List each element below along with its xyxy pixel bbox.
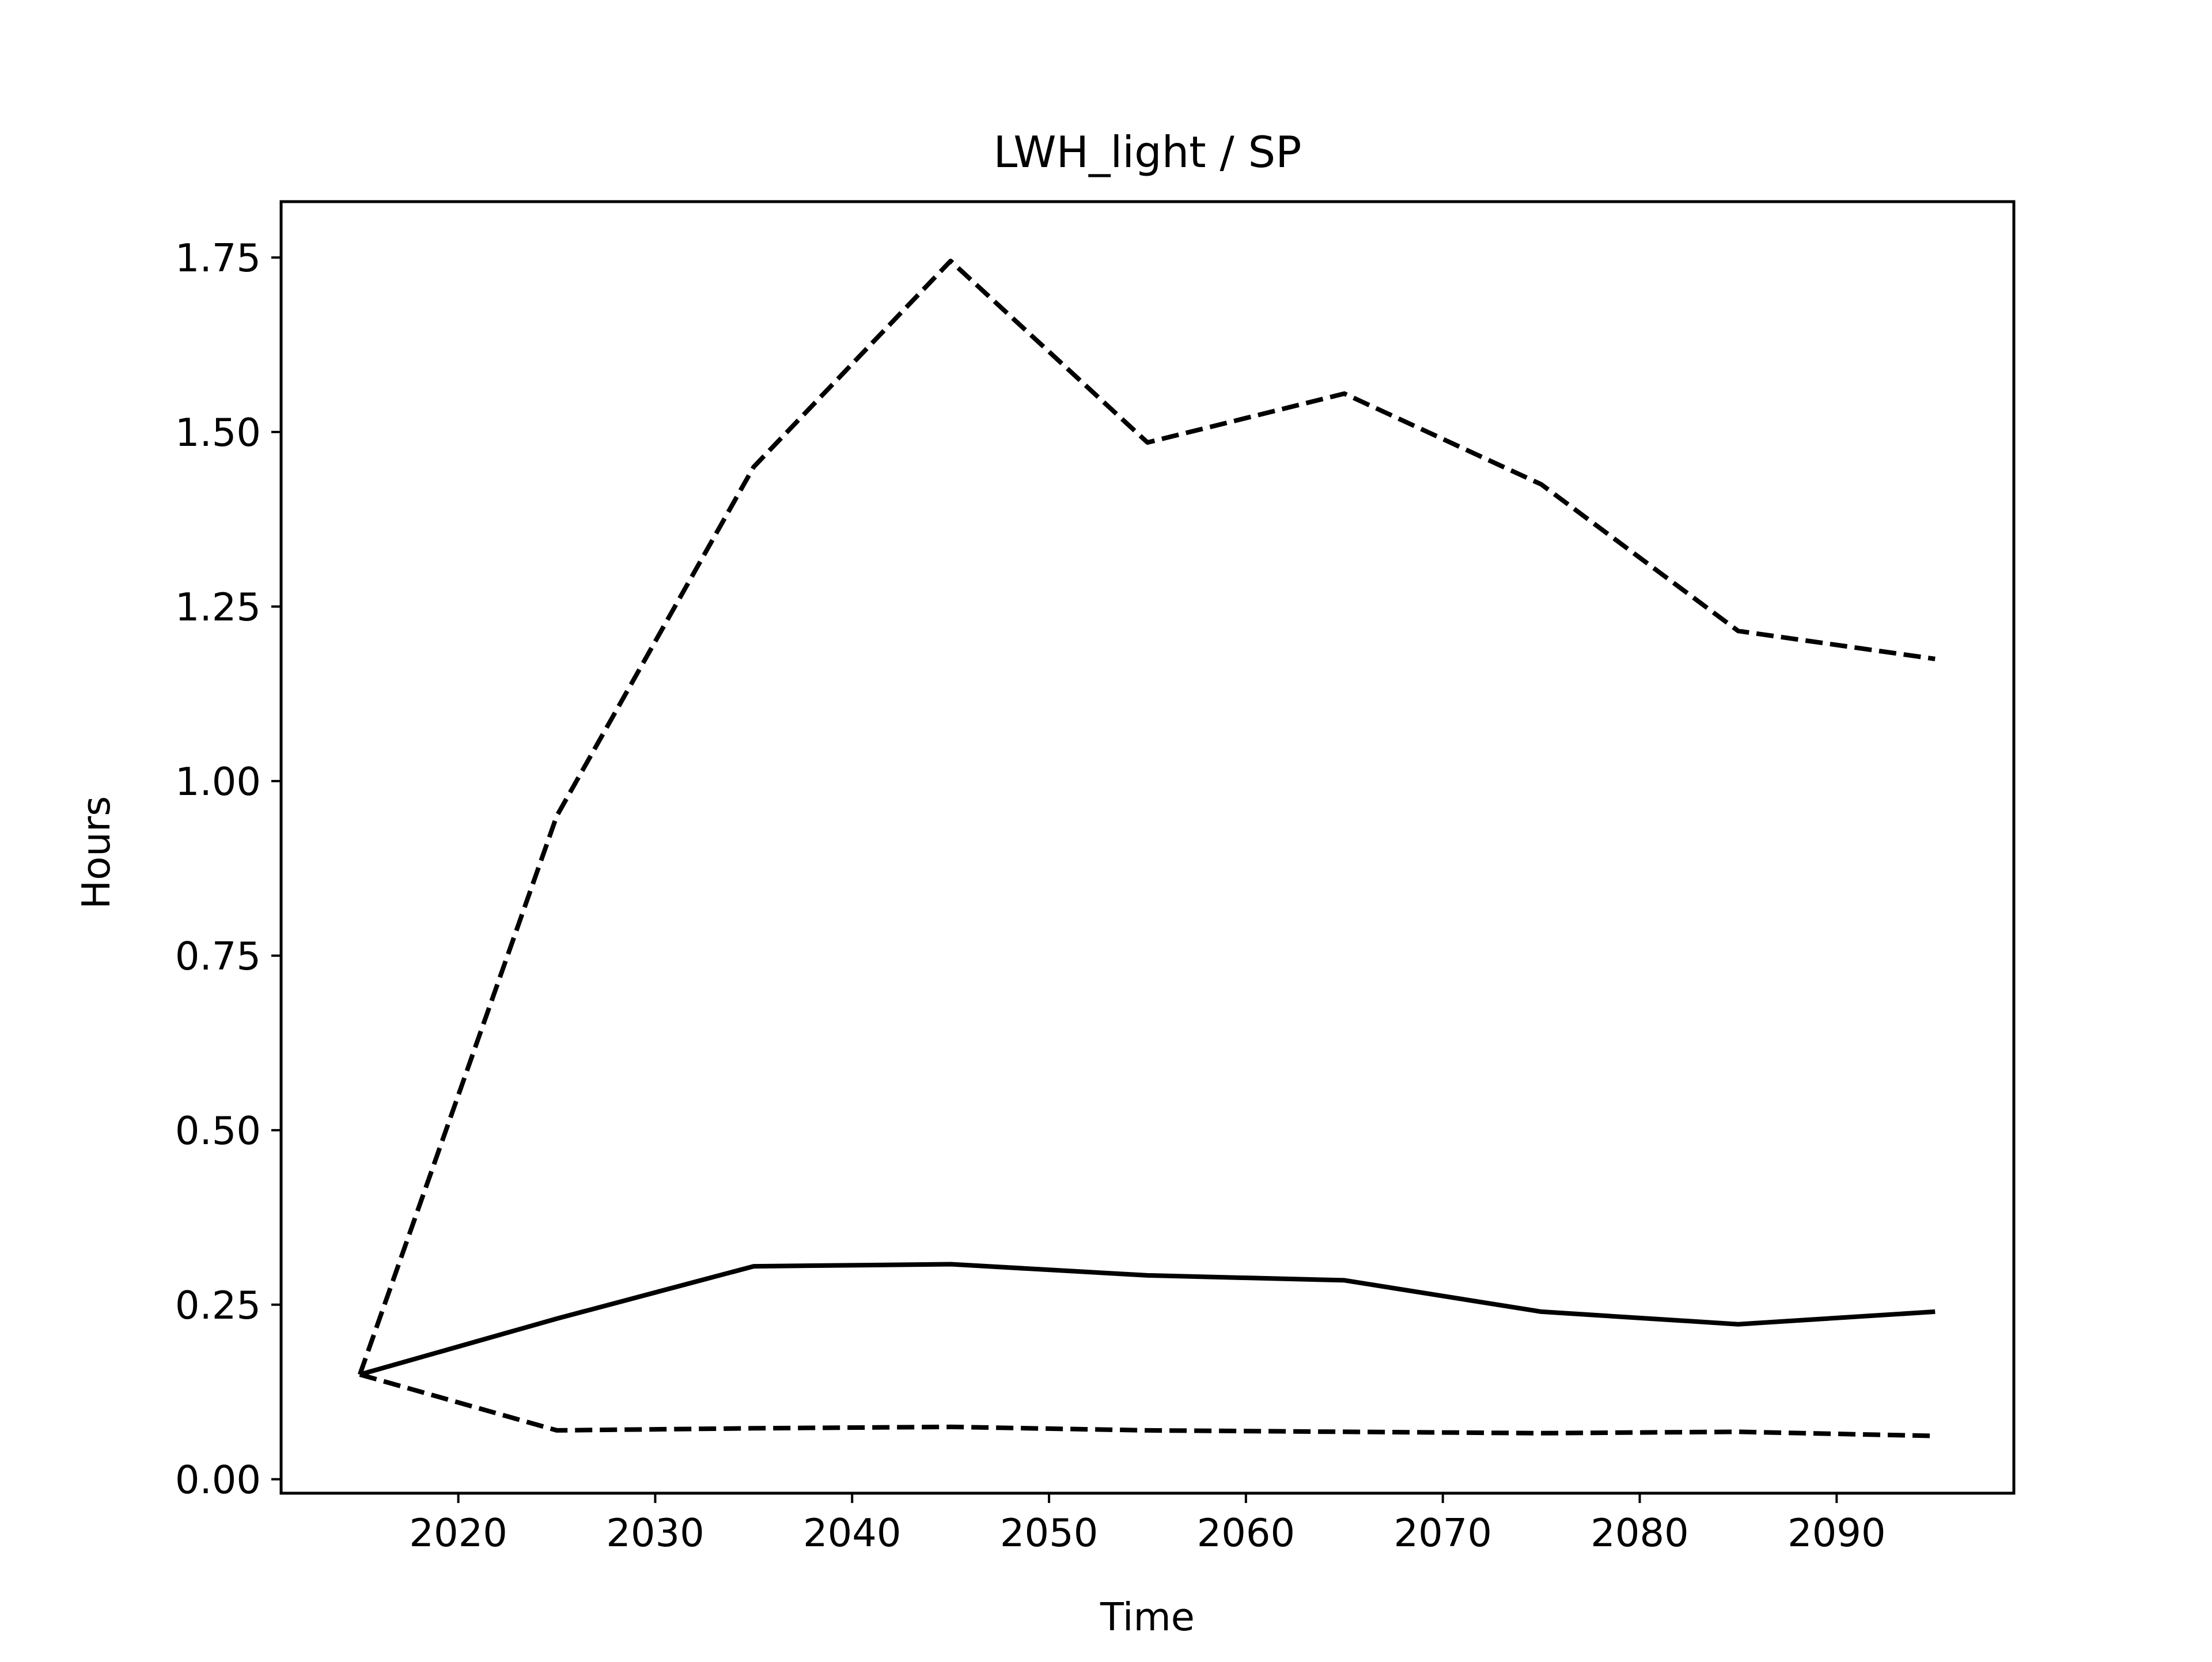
x-tick-label: 2020 — [409, 1510, 507, 1555]
x-tick-label: 2060 — [1197, 1510, 1296, 1555]
x-tick-label: 2070 — [1393, 1510, 1492, 1555]
x-tick-label: 2050 — [1000, 1510, 1099, 1555]
x-tick-label: 2030 — [606, 1510, 704, 1555]
y-tick-label: 0.50 — [175, 1108, 261, 1153]
chart-title: LWH_light / SP — [994, 127, 1302, 177]
y-tick-label: 1.25 — [175, 585, 261, 630]
x-tick-label: 2080 — [1590, 1510, 1689, 1555]
y-tick-label: 0.25 — [175, 1283, 261, 1328]
y-tick-label: 0.75 — [175, 934, 261, 979]
y-axis-label: Hours — [74, 796, 119, 909]
x-tick-label: 2040 — [803, 1510, 902, 1555]
x-axis-label: Time — [1100, 1595, 1195, 1640]
x-tick-label: 2090 — [1787, 1510, 1886, 1555]
y-tick-label: 1.50 — [175, 410, 261, 455]
y-tick-label: 1.00 — [175, 759, 261, 804]
y-tick-label: 0.00 — [175, 1457, 261, 1502]
y-tick-label: 1.75 — [175, 236, 261, 281]
